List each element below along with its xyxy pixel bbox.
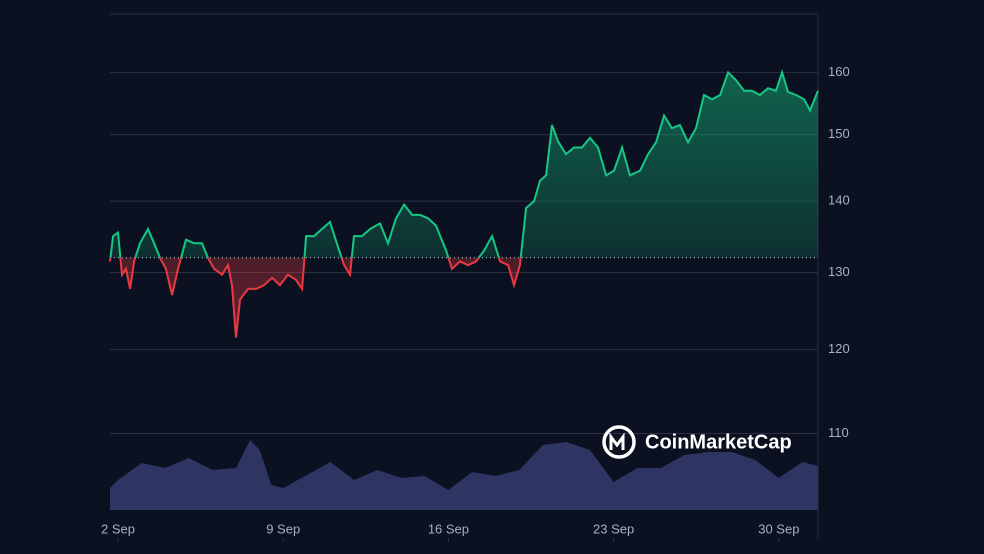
logo xyxy=(602,425,636,459)
x-tick-label: 30 Sep xyxy=(758,521,799,536)
y-tick-label: 110 xyxy=(828,425,849,440)
watermark-text: CoinMarketCap xyxy=(645,431,792,453)
y-tick-label: 130 xyxy=(828,264,850,279)
y-tick-label: 140 xyxy=(828,193,850,208)
volume-area xyxy=(110,440,818,510)
x-tick-label: 23 Sep xyxy=(593,521,634,536)
x-tick-label: 16 Sep xyxy=(428,521,469,536)
logo-m xyxy=(609,432,625,450)
area-up xyxy=(110,72,818,258)
y-tick-label: 150 xyxy=(828,126,850,141)
line-up xyxy=(109,69,819,258)
y-tick-label: 160 xyxy=(828,64,850,79)
watermark: CoinMarketCap xyxy=(602,425,792,459)
y-tick-label: 120 xyxy=(828,341,850,356)
x-tick-label: 2 Sep xyxy=(101,521,135,536)
x-tick-label: 9 Sep xyxy=(266,521,300,536)
